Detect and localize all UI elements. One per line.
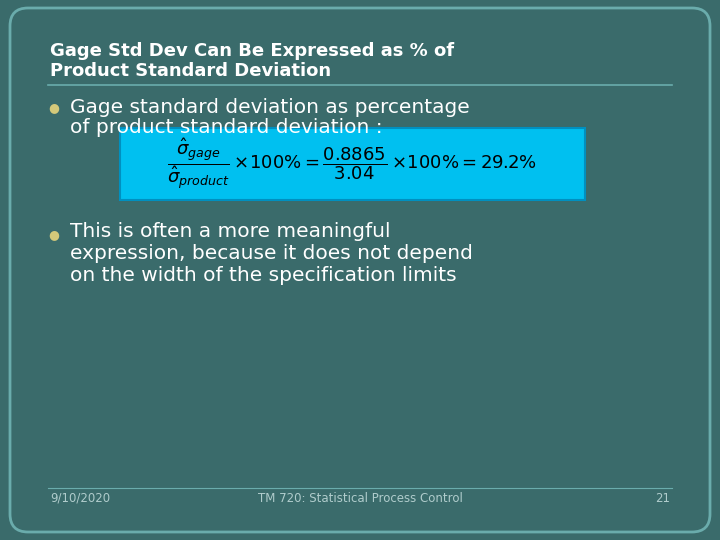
FancyBboxPatch shape: [120, 128, 585, 200]
Text: $\dfrac{\hat{\sigma}_{gage}}{\hat{\sigma}_{product}}\times\!100\% = \dfrac{0.886: $\dfrac{\hat{\sigma}_{gage}}{\hat{\sigma…: [168, 137, 538, 192]
Text: of product standard deviation :: of product standard deviation :: [70, 118, 382, 137]
Text: 9/10/2020: 9/10/2020: [50, 491, 110, 504]
Text: Gage standard deviation as percentage: Gage standard deviation as percentage: [70, 98, 469, 117]
Text: TM 720: Statistical Process Control: TM 720: Statistical Process Control: [258, 491, 462, 504]
Text: ●: ●: [48, 228, 59, 241]
Text: This is often a more meaningful: This is often a more meaningful: [70, 222, 390, 241]
FancyBboxPatch shape: [10, 8, 710, 532]
Text: ●: ●: [48, 102, 59, 114]
Text: 21: 21: [655, 491, 670, 504]
Text: expression, because it does not depend: expression, because it does not depend: [70, 244, 473, 263]
Text: Product Standard Deviation: Product Standard Deviation: [50, 62, 331, 80]
Text: Gage Std Dev Can Be Expressed as % of: Gage Std Dev Can Be Expressed as % of: [50, 42, 454, 60]
Text: on the width of the specification limits: on the width of the specification limits: [70, 266, 456, 285]
